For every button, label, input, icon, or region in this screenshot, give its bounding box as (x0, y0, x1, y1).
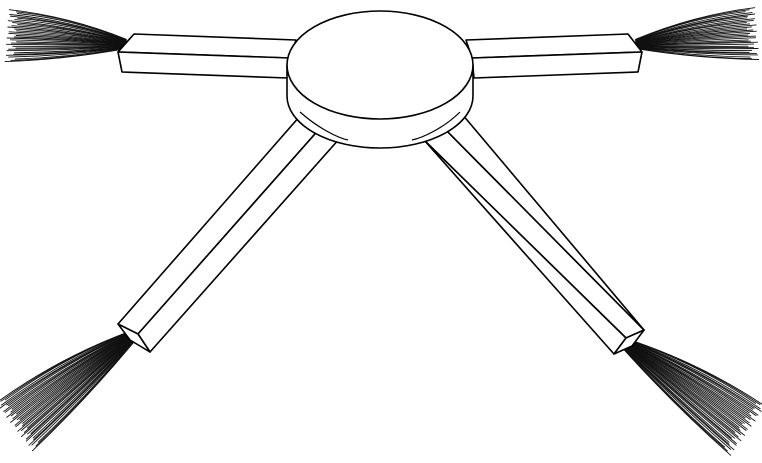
bristle-tuft-bottom-right (623, 340, 762, 456)
arm-top-right (466, 34, 642, 78)
arm-bottom-right (424, 114, 644, 354)
hub-top-face (287, 11, 473, 119)
bristle-strand (22, 338, 134, 437)
arm-top-left (118, 34, 296, 78)
central-hub (287, 11, 473, 148)
bristle-strand (22, 337, 133, 431)
bristle-tuft-top-right (636, 8, 759, 60)
bristle-tuft-bottom-left (0, 332, 135, 451)
arm-bottom-left (118, 116, 340, 352)
bristle-strand (625, 346, 738, 437)
bristle-strand (13, 46, 126, 47)
bristle-tuft-top-left (5, 10, 126, 62)
